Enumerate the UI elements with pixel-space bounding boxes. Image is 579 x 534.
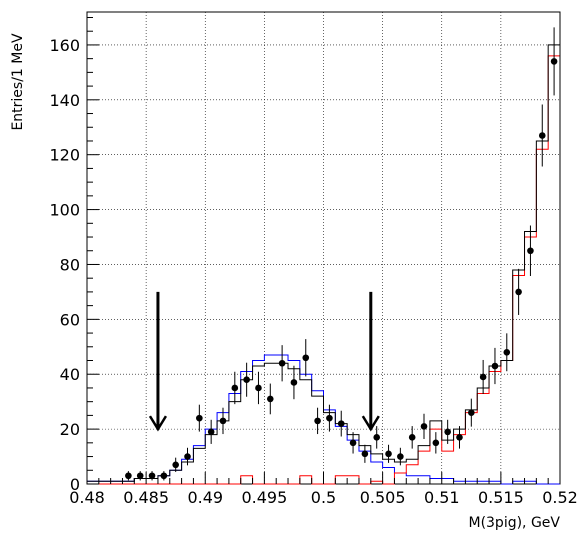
data-point bbox=[479, 373, 487, 381]
data-point bbox=[468, 409, 475, 416]
tick-labels: 0.48 0.485 0.49 0.495 0.5 0.505 0.51 0.515 0.52 0… bbox=[49, 36, 577, 507]
x-tick-label: 0.49 bbox=[187, 488, 223, 507]
grid bbox=[87, 12, 560, 484]
data-point bbox=[503, 348, 511, 356]
data-point bbox=[397, 453, 404, 460]
data-point bbox=[266, 395, 274, 403]
data-point bbox=[172, 461, 179, 469]
x-tick-label: 0.505 bbox=[360, 488, 406, 507]
data-point bbox=[160, 472, 168, 480]
y-tick-label: 160 bbox=[49, 36, 80, 55]
y-tick-label: 40 bbox=[60, 365, 80, 384]
x-tick-label: 0.48 bbox=[69, 488, 105, 507]
y-tick-label: 20 bbox=[60, 420, 80, 439]
data-point bbox=[148, 472, 156, 480]
data-point bbox=[243, 376, 250, 384]
data-point bbox=[231, 384, 239, 392]
data-point bbox=[420, 423, 428, 430]
data-point bbox=[515, 288, 522, 296]
y-axis-title: Entries/1 MeV bbox=[10, 33, 26, 131]
x-tick-label: 0.515 bbox=[478, 488, 524, 507]
data-point bbox=[349, 439, 357, 447]
data-point bbox=[207, 428, 215, 436]
data-point bbox=[196, 414, 203, 422]
data-points bbox=[125, 27, 558, 481]
black-histogram-line bbox=[86, 44, 561, 484]
arrows bbox=[148, 291, 380, 432]
y-tick-label: 140 bbox=[49, 91, 80, 110]
data-point bbox=[408, 434, 416, 441]
data-point bbox=[290, 379, 298, 386]
data-point bbox=[550, 58, 558, 65]
x-tick-label: 0.52 bbox=[542, 488, 578, 507]
data-point bbox=[278, 359, 286, 367]
data-point bbox=[255, 384, 262, 392]
data-point bbox=[373, 434, 381, 441]
arrow-head bbox=[148, 415, 168, 432]
data-point bbox=[314, 417, 321, 425]
data-point bbox=[219, 417, 227, 425]
x-tick-label: 0.5 bbox=[311, 488, 336, 507]
y-tick-label: 60 bbox=[60, 310, 80, 329]
x-axis-title: M(3pig), GeV bbox=[468, 515, 560, 531]
data-point bbox=[302, 354, 310, 362]
data-point bbox=[456, 434, 463, 441]
x-tick-label: 0.495 bbox=[241, 488, 287, 507]
y-tick-label: 120 bbox=[49, 146, 80, 165]
data-point bbox=[125, 472, 132, 480]
x-tick-label: 0.51 bbox=[424, 488, 460, 507]
arrow-head bbox=[361, 415, 380, 432]
data-point bbox=[326, 414, 333, 422]
data-point bbox=[361, 450, 369, 458]
data-point bbox=[385, 450, 392, 458]
y-tick-label: 80 bbox=[60, 255, 80, 274]
data-point bbox=[337, 420, 345, 427]
data-point bbox=[184, 453, 191, 460]
data-point bbox=[444, 428, 451, 436]
data-point bbox=[538, 132, 546, 139]
y-tick-label: 0 bbox=[70, 475, 80, 494]
x-tick-label: 0.485 bbox=[123, 488, 169, 507]
black-histogram bbox=[86, 44, 561, 484]
data-point bbox=[136, 472, 144, 480]
data-point bbox=[491, 362, 499, 370]
data-point bbox=[432, 439, 440, 447]
y-tick-label: 100 bbox=[49, 201, 80, 220]
axes bbox=[86, 16, 561, 485]
data-point bbox=[527, 247, 534, 255]
